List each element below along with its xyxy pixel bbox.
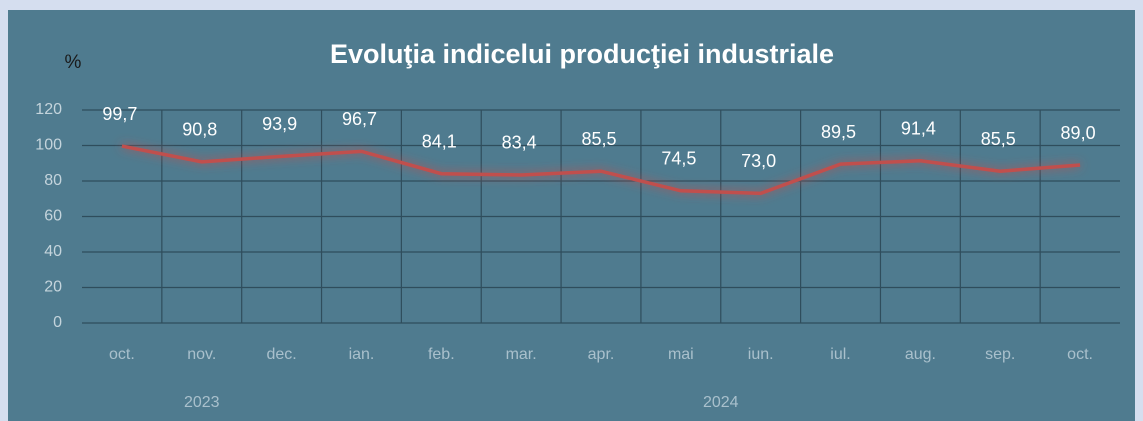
data-label: 85,5 <box>581 129 616 149</box>
x-tick-label: mai <box>668 346 694 363</box>
x-tick-label: oct. <box>109 346 135 363</box>
y-tick-label: 60 <box>44 208 62 225</box>
x-tick-label: mar. <box>506 346 537 363</box>
data-label: 91,4 <box>901 119 936 139</box>
data-label: 90,8 <box>182 120 217 140</box>
x-tick-label: oct. <box>1067 346 1093 363</box>
y-tick-label: 0 <box>53 314 62 331</box>
x-tick-label: feb. <box>428 346 455 363</box>
data-label: 93,9 <box>262 114 297 134</box>
y-tick-label: 40 <box>44 243 62 260</box>
data-label: 84,1 <box>422 131 457 151</box>
y-axis-label: % <box>65 52 82 73</box>
chart-background <box>8 10 1135 421</box>
data-label: 89,5 <box>821 122 856 142</box>
y-tick-label: 20 <box>44 279 62 296</box>
data-label: 73,0 <box>741 151 776 171</box>
data-label: 96,7 <box>342 109 377 129</box>
x-tick-label: iul. <box>830 346 850 363</box>
x-tick-label: aug. <box>905 346 936 363</box>
y-tick-label: 80 <box>44 172 62 189</box>
chart-title: Evoluţia indicelui producţiei industrial… <box>330 39 834 69</box>
data-line <box>121 144 1081 196</box>
x-tick-label: ian. <box>349 346 375 363</box>
x-tick-label: iun. <box>748 346 774 363</box>
data-label: 74,5 <box>661 149 696 169</box>
year-label: 2024 <box>703 394 739 411</box>
x-tick-label: nov. <box>187 346 216 363</box>
data-label: 99,7 <box>102 104 137 124</box>
data-label: 89,0 <box>1061 123 1096 143</box>
year-label: 2023 <box>184 394 220 411</box>
data-label: 85,5 <box>981 129 1016 149</box>
data-label: 83,4 <box>502 133 537 153</box>
x-tick-label: sep. <box>985 346 1015 363</box>
x-tick-label: apr. <box>588 346 615 363</box>
y-tick-label: 100 <box>35 137 62 154</box>
y-tick-label: 120 <box>35 101 62 118</box>
x-tick-label: dec. <box>266 346 296 363</box>
